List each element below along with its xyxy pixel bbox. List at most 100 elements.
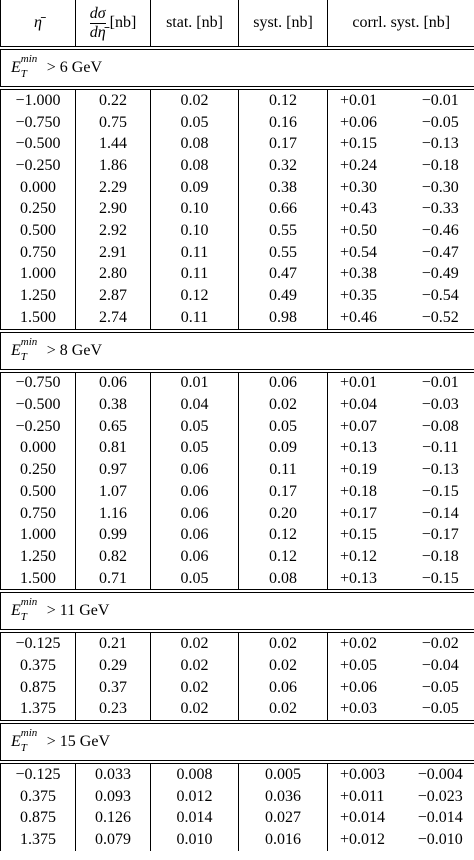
stat-cell: 0.05: [150, 567, 239, 592]
corr-minus-cell: −0.15: [406, 481, 474, 503]
xsec-cell: 0.079: [75, 829, 151, 851]
xsec-cell: 2.80: [75, 263, 151, 286]
superscript: min: [20, 596, 38, 609]
stat-cell: 0.04: [150, 394, 239, 416]
data-row: −0.250 0.65 0.05 0.05 +0.07 −0.08: [0, 415, 474, 438]
eta-cell: 0.500: [0, 220, 76, 242]
corr-plus-cell: +0.38: [327, 263, 407, 286]
syst-cell: 0.02: [238, 655, 328, 677]
data-row: −0.125 0.033 0.008 0.005 +0.003 −0.004: [0, 762, 474, 786]
denominator: dη̄: [89, 23, 106, 41]
data-row: 0.875 0.37 0.02 0.06 +0.06 −0.05: [0, 676, 474, 699]
stat-cell: 0.09: [150, 176, 239, 199]
xsec-cell: 0.81: [75, 437, 151, 460]
scripts: min T: [21, 596, 43, 623]
xsec-cell: 0.71: [75, 567, 151, 592]
subscript: T: [20, 350, 27, 363]
corr-minus-cell: −0.46: [406, 220, 474, 242]
eta-cell: 1.000: [0, 263, 76, 286]
xsec-cell: 0.29: [75, 655, 151, 677]
corr-minus-cell: −0.14: [406, 502, 474, 525]
symbol: E: [11, 59, 21, 76]
numerator: dσ: [89, 4, 106, 24]
corr-minus-cell: −0.47: [406, 241, 474, 264]
eta-cell: 1.500: [0, 306, 76, 331]
data-row: 0.000 0.81 0.05 0.09 +0.13 −0.11: [0, 437, 474, 460]
xsec-cell: 1.07: [75, 481, 151, 503]
corr-plus-cell: +0.014: [327, 807, 407, 830]
corr-plus-cell: +0.18: [327, 481, 407, 503]
stat-cell: 0.11: [150, 306, 239, 331]
syst-cell: 0.06: [238, 676, 328, 699]
syst-cell: 0.11: [238, 459, 328, 481]
superscript: min: [20, 727, 38, 740]
eta-cell: 0.375: [0, 785, 76, 808]
xsec-cell: 0.033: [75, 762, 151, 786]
eta-cell: 0.875: [0, 807, 76, 830]
eta-cell: 0.500: [0, 481, 76, 503]
syst-cell: 0.05: [238, 415, 328, 438]
data-row: 0.750 2.91 0.11 0.55 +0.54 −0.47: [0, 241, 474, 264]
eta-cell: 1.000: [0, 524, 76, 547]
xsec-cell: 0.22: [75, 88, 151, 112]
stat-cell: 0.01: [150, 370, 239, 395]
xsec-cell: 0.37: [75, 676, 151, 699]
xsec-cell: 1.86: [75, 155, 151, 177]
eta-cell: 0.750: [0, 502, 76, 525]
eta-cell: 0.000: [0, 176, 76, 199]
data-row: 1.250 0.82 0.06 0.12 +0.12 −0.18: [0, 546, 474, 568]
corr-plus-cell: +0.04: [327, 394, 407, 416]
condition: > 8 GeV: [46, 341, 103, 359]
unit: [nb]: [109, 13, 137, 31]
syst-cell: 0.09: [238, 437, 328, 460]
stat-cell: 0.02: [150, 655, 239, 677]
syst-cell: 0.12: [238, 524, 328, 547]
data-row: 1.000 2.80 0.11 0.47 +0.38 −0.49: [0, 263, 474, 286]
condition: > 15 GeV: [46, 733, 111, 751]
corr-minus-cell: −0.11: [406, 437, 474, 460]
symbol: E: [11, 602, 21, 620]
stat-cell: 0.06: [150, 502, 239, 525]
corr-plus-cell: +0.12: [327, 546, 407, 568]
syst-cell: 0.47: [238, 263, 328, 286]
corr-minus-cell: −0.54: [406, 285, 474, 307]
corr-minus-cell: −0.30: [406, 176, 474, 199]
eta-cell: 1.250: [0, 546, 76, 568]
corr-header: corrl. syst. [nb]: [326, 0, 474, 48]
corr-minus-cell: −0.18: [406, 155, 474, 177]
superscript: min: [20, 53, 38, 65]
eta-cell: −0.750: [0, 111, 76, 134]
corr-minus-cell: −0.02: [406, 631, 474, 656]
eta-cell: 0.750: [0, 241, 76, 264]
data-row: 1.375 0.079 0.010 0.016 +0.012 −0.010: [0, 829, 474, 851]
corr-minus-cell: −0.49: [406, 263, 474, 286]
xsec-cell: 2.91: [75, 241, 151, 264]
corr-plus-cell: +0.01: [327, 88, 407, 112]
corr-minus-cell: −0.01: [406, 88, 474, 112]
eta-cell: 1.250: [0, 285, 76, 307]
stat-cell: 0.02: [150, 676, 239, 699]
stat-cell: 0.014: [150, 807, 239, 830]
data-row: 1.000 0.99 0.06 0.12 +0.15 −0.17: [0, 524, 474, 547]
syst-cell: 0.98: [238, 306, 328, 331]
stat-cell: 0.10: [150, 198, 239, 221]
corr-plus-cell: +0.15: [327, 133, 407, 156]
xsec-cell: 2.29: [75, 176, 151, 199]
stat-cell: 0.05: [150, 437, 239, 460]
data-row: 0.250 2.90 0.10 0.66 +0.43 −0.33: [0, 198, 474, 221]
stat-cell: 0.06: [150, 459, 239, 481]
corr-minus-cell: −0.023: [406, 785, 474, 808]
syst-cell: 0.17: [238, 481, 328, 503]
corr-minus-cell: −0.05: [406, 111, 474, 134]
corr-minus-cell: −0.18: [406, 546, 474, 568]
data-row: 1.500 2.74 0.11 0.98 +0.46 −0.52: [0, 306, 474, 331]
syst-cell: 0.55: [238, 241, 328, 264]
syst-cell: 0.016: [238, 829, 328, 851]
symbol: E: [11, 733, 21, 751]
eta-symbol: η̄: [34, 14, 42, 31]
